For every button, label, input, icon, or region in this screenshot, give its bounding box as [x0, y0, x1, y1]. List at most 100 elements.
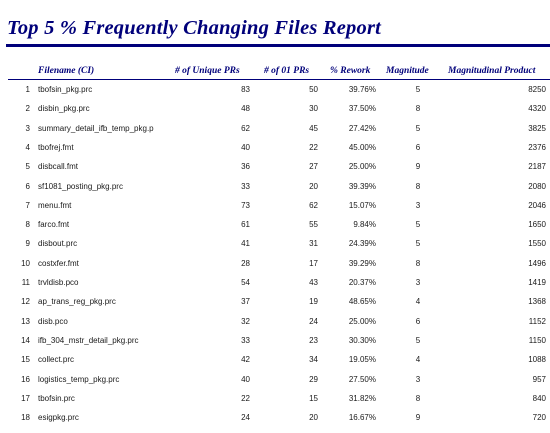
- cell-rework: 30.30%: [348, 335, 376, 345]
- cell-01-prs: 30: [309, 104, 318, 114]
- row-number: 7: [25, 200, 30, 210]
- table-row: 18 esigpkg.prc 24 20 16.67% 9 720: [0, 413, 550, 433]
- row-number: 6: [25, 181, 30, 191]
- cell-magnitude: 5: [415, 239, 421, 249]
- cell-mag-product: 2046: [528, 200, 546, 210]
- cell-filename: tbofsin_pkg.prc: [38, 85, 93, 94]
- cell-filename: summary_detail_ifb_temp_pkg.p: [38, 123, 154, 133]
- cell-unique-prs: 36: [241, 162, 250, 172]
- cell-mag-product: 1496: [528, 258, 546, 268]
- cell-rework: 39.76%: [348, 85, 376, 94]
- table-row: 8 farco.fmt 61 55 9.84% 5 1650: [0, 220, 550, 240]
- cell-01-prs: 45: [309, 123, 318, 133]
- table-row: 2 disbin_pkg.prc 48 30 37.50% 8 4320: [0, 104, 550, 124]
- cell-mag-product: 4320: [528, 104, 546, 114]
- table-row: 6 sf1081_posting_pkg.prc 33 20 39.39% 8 2080: [0, 182, 550, 202]
- row-number: 11: [21, 278, 30, 287]
- cell-magnitude: 4: [415, 297, 421, 307]
- cell-mag-product: 1152: [528, 316, 546, 326]
- cell-rework: 27.50%: [348, 374, 376, 384]
- cell-mag-product: 2187: [528, 162, 546, 172]
- row-number: 3: [25, 123, 30, 133]
- cell-mag-product: 2376: [528, 142, 546, 152]
- header-divider: [8, 79, 550, 80]
- row-number: 16: [21, 374, 30, 384]
- cell-rework: 9.84%: [353, 220, 376, 230]
- cell-mag-product: 957: [532, 374, 546, 384]
- cell-rework: 19.05%: [348, 355, 376, 365]
- cell-magnitude: 3: [415, 200, 421, 210]
- cell-unique-prs: 41: [241, 239, 250, 249]
- cell-mag-product: 720: [532, 413, 546, 423]
- row-number: 2: [25, 104, 30, 114]
- cell-unique-prs: 54: [241, 278, 250, 287]
- cell-magnitude: 8: [415, 181, 421, 191]
- cell-filename: collect.prc: [38, 355, 75, 365]
- cell-unique-prs: 22: [241, 393, 250, 403]
- cell-01-prs: 55: [309, 220, 318, 230]
- col-header-mag-product: Magnitudinal Product: [448, 66, 536, 76]
- table-row: 5 disbcall.fmt 36 27 25.00% 9 2187: [0, 162, 550, 182]
- row-number: 10: [21, 258, 30, 268]
- cell-filename: disb.pco: [38, 316, 68, 326]
- row-number: 12: [21, 297, 30, 307]
- cell-magnitude: 4: [415, 355, 421, 365]
- cell-unique-prs: 73: [241, 200, 250, 210]
- cell-filename: esigpkg.prc: [38, 413, 79, 423]
- row-number: 4: [25, 142, 30, 152]
- cell-mag-product: 1419: [528, 278, 546, 287]
- cell-unique-prs: 33: [241, 335, 250, 345]
- cell-magnitude: 6: [415, 316, 421, 326]
- row-number: 17: [21, 393, 30, 403]
- cell-unique-prs: 48: [241, 104, 250, 114]
- cell-rework: 24.39%: [348, 239, 376, 249]
- cell-filename: menu.fmt: [38, 200, 72, 210]
- cell-filename: farco.fmt: [38, 220, 70, 230]
- col-header-magnitude: Magnitude: [386, 66, 429, 76]
- cell-unique-prs: 62: [241, 123, 250, 133]
- table-row: 4 tbofrej.fmt 40 22 45.00% 6 2376: [0, 143, 550, 163]
- cell-magnitude: 9: [415, 162, 421, 172]
- col-header-rework: % Rework: [330, 66, 371, 76]
- col-header-01-prs: # of 01 PRs: [264, 66, 310, 76]
- cell-magnitude: 3: [415, 374, 421, 384]
- cell-01-prs: 34: [309, 355, 318, 365]
- cell-filename: disbcall.fmt: [38, 162, 79, 172]
- row-number: 9: [25, 239, 30, 249]
- cell-rework: 48.65%: [348, 297, 376, 307]
- cell-magnitude: 8: [415, 258, 421, 268]
- cell-filename: sf1081_posting_pkg.prc: [38, 181, 123, 191]
- cell-mag-product: 1368: [528, 297, 546, 307]
- table-row: 10 costxfer.fmt 28 17 39.29% 8 1496: [0, 259, 550, 279]
- row-number: 8: [25, 220, 30, 230]
- cell-01-prs: 43: [309, 278, 318, 287]
- cell-filename: disbout.prc: [38, 239, 78, 249]
- cell-rework: 15.07%: [348, 200, 376, 210]
- cell-mag-product: 1650: [528, 220, 546, 230]
- cell-unique-prs: 40: [241, 374, 250, 384]
- cell-unique-prs: 28: [241, 258, 250, 268]
- cell-mag-product: 8250: [528, 85, 546, 94]
- row-number: 13: [21, 316, 30, 326]
- cell-filename: logistics_temp_pkg.prc: [38, 374, 120, 384]
- cell-mag-product: 3825: [528, 123, 546, 133]
- table-row: 14 ifb_304_mstr_detail_pkg.prc 33 23 30.30% 5…: [0, 336, 550, 356]
- cell-filename: tbofsin.prc: [38, 393, 75, 403]
- cell-mag-product: 1550: [528, 239, 546, 249]
- cell-unique-prs: 83: [241, 85, 250, 94]
- cell-rework: 39.39%: [348, 181, 376, 191]
- cell-01-prs: 20: [309, 181, 318, 191]
- cell-01-prs: 22: [309, 142, 318, 152]
- cell-01-prs: 20: [309, 413, 318, 423]
- cell-filename: disbin_pkg.prc: [38, 104, 90, 114]
- cell-rework: 37.50%: [348, 104, 376, 114]
- cell-magnitude: 8: [415, 393, 421, 403]
- cell-01-prs: 24: [309, 316, 318, 326]
- table-row: 15 collect.prc 42 34 19.05% 4 1088: [0, 355, 550, 375]
- table-row: 3 summary_detail_ifb_temp_pkg.p 62 45 27.42%…: [0, 124, 550, 144]
- cell-mag-product: 1088: [528, 355, 546, 365]
- cell-rework: 20.37%: [348, 278, 376, 287]
- cell-magnitude: 6: [415, 142, 421, 152]
- cell-rework: 31.82%: [348, 393, 376, 403]
- cell-filename: ifb_304_mstr_detail_pkg.prc: [38, 335, 139, 345]
